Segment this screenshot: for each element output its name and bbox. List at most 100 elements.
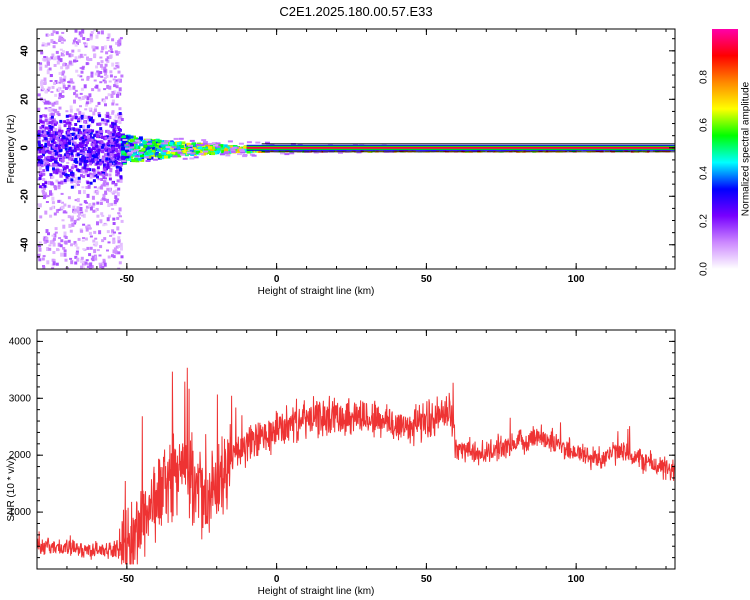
spectrogram-cell bbox=[47, 232, 50, 236]
spectrogram-cell bbox=[115, 160, 119, 164]
spectrogram-cell bbox=[65, 121, 69, 125]
spectrogram-cell bbox=[86, 125, 90, 129]
spectrogram-cell bbox=[62, 211, 66, 214]
spectrogram-cell bbox=[60, 138, 64, 141]
spectrogram-cell bbox=[80, 70, 84, 74]
spectrogram-cell bbox=[89, 246, 93, 250]
spectrogram-cell bbox=[91, 195, 95, 200]
spectrogram-cell bbox=[224, 148, 228, 152]
spectrogram-cell bbox=[55, 55, 59, 60]
spectrogram-cell bbox=[111, 133, 115, 137]
spectrogram-cell bbox=[177, 151, 183, 154]
spectrogram-cell bbox=[115, 103, 119, 106]
spectrogram-cell bbox=[211, 142, 217, 145]
spectrogram-cell bbox=[121, 146, 126, 150]
spectrogram-cell bbox=[60, 192, 64, 195]
spectrogram-cell bbox=[125, 155, 130, 159]
spectrogram-cell bbox=[97, 178, 101, 181]
spectrogram-cell bbox=[54, 186, 58, 191]
spectrogram-cell bbox=[49, 173, 53, 177]
spectrogram-cell bbox=[112, 249, 116, 254]
spectrogram-cell bbox=[63, 166, 67, 170]
spectrogram-cell bbox=[106, 161, 110, 165]
spectrogram-cell bbox=[100, 30, 104, 35]
spectrogram-cell bbox=[157, 141, 161, 145]
spectrogram-cell bbox=[70, 178, 74, 182]
spectrogram-cell bbox=[111, 102, 115, 106]
spectrogram-cell bbox=[415, 150, 421, 153]
spectrogram-cell bbox=[83, 159, 86, 163]
spectrogram-cell bbox=[79, 67, 83, 70]
colorbar-tick-label: 0.2 bbox=[699, 214, 710, 228]
spectrogram-cell bbox=[129, 155, 134, 159]
spectrogram-cell bbox=[72, 127, 76, 131]
spectrogram-cell bbox=[106, 119, 110, 123]
spectrogram-cell bbox=[50, 153, 54, 157]
spectrogram-cell bbox=[64, 147, 68, 151]
spectrogram-cell bbox=[41, 186, 45, 189]
spectrogram-cell bbox=[214, 148, 219, 151]
spectrogram-cell bbox=[43, 81, 47, 85]
spectrogram-cell bbox=[255, 141, 261, 144]
spectrogram-cell bbox=[80, 87, 84, 91]
spectrogram-cell bbox=[102, 159, 106, 164]
spectrogram-cell bbox=[84, 138, 88, 142]
spectrogram-cell bbox=[86, 154, 90, 158]
spectrogram-cell bbox=[37, 148, 41, 152]
spectrogram-cell bbox=[104, 45, 107, 50]
spectrogram-cell bbox=[118, 207, 122, 212]
spectrogram-cell bbox=[178, 137, 184, 140]
spectrogram-cell bbox=[149, 156, 154, 160]
spectrogram-cell bbox=[83, 84, 87, 89]
spectrogram-cell bbox=[115, 143, 119, 147]
spectrogram-cell bbox=[88, 129, 92, 133]
spectrogram-cell bbox=[78, 217, 81, 220]
spectrogram-cell bbox=[97, 186, 101, 189]
spectrogram-cell bbox=[117, 213, 121, 217]
spectrogram-cell bbox=[58, 129, 62, 133]
spectrogram-cell bbox=[89, 264, 92, 269]
spectrogram-cell bbox=[102, 163, 106, 167]
spectrogram-cell bbox=[63, 75, 67, 79]
spectrogram-cell bbox=[109, 148, 113, 152]
spectrogram-cell bbox=[107, 203, 111, 207]
spectrogram-cell bbox=[54, 93, 58, 97]
spectrogram-cell bbox=[114, 120, 118, 124]
spectrogram-cell bbox=[60, 95, 64, 98]
spectrogram-cell bbox=[65, 165, 69, 169]
spectrogram-cell bbox=[230, 149, 236, 152]
spectrogram-cell bbox=[117, 135, 121, 139]
spectrogram-cell bbox=[132, 153, 137, 157]
spectrogram-cell bbox=[72, 205, 76, 209]
spectrogram-cell bbox=[115, 149, 119, 153]
spectrogram-cell bbox=[113, 118, 117, 121]
spectrogram-cell bbox=[94, 209, 98, 213]
spectrogram-cell bbox=[76, 198, 80, 203]
spectrogram-cell bbox=[67, 81, 71, 84]
spectrogram-cell bbox=[74, 29, 78, 33]
spectrogram-cell bbox=[101, 214, 105, 217]
spectrogram-cell bbox=[44, 156, 48, 161]
spectrogram-cell bbox=[338, 151, 343, 154]
spectrogram-cell bbox=[89, 131, 93, 135]
spectrogram-cell bbox=[104, 72, 108, 76]
spectrogram-cell bbox=[78, 116, 82, 119]
y-tick-label: 1000 bbox=[9, 507, 32, 518]
spectrogram-cell bbox=[64, 87, 68, 90]
spectrogram-cell bbox=[77, 144, 81, 147]
spectrogram-cell bbox=[83, 164, 87, 168]
spectrogram-cell bbox=[93, 53, 97, 57]
spectrogram-cell bbox=[108, 85, 112, 90]
x-tick-label: 100 bbox=[568, 274, 585, 285]
spectrogram-cell bbox=[111, 38, 115, 42]
spectrogram-cell bbox=[165, 147, 169, 151]
spectrogram-cell bbox=[147, 149, 152, 153]
spectrogram-cell bbox=[95, 130, 99, 134]
spectrogram-cell bbox=[78, 142, 82, 146]
spectrogram-cell bbox=[62, 78, 66, 82]
spectrogram-cell bbox=[99, 186, 103, 190]
spectrogram-cell bbox=[102, 182, 106, 186]
spectrogram-cell bbox=[77, 237, 81, 241]
spectrogram-cell bbox=[106, 163, 110, 167]
spectrogram-cell bbox=[116, 153, 120, 156]
